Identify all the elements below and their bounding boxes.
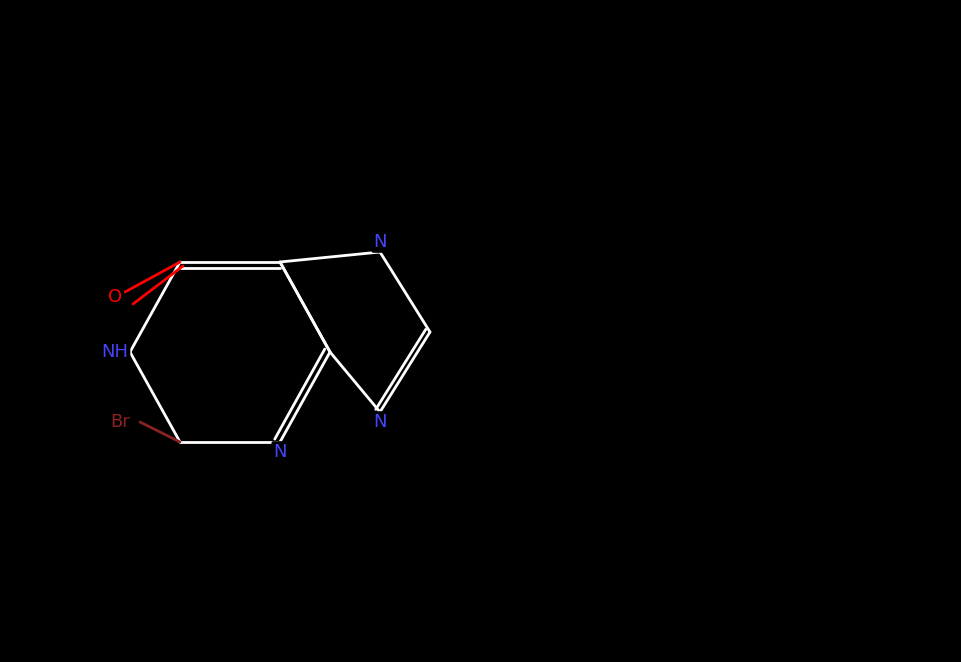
Text: N: N <box>373 413 386 431</box>
Text: N: N <box>273 443 286 461</box>
Text: N: N <box>373 233 386 251</box>
Text: NH: NH <box>102 343 129 361</box>
Text: O: O <box>108 288 122 306</box>
Text: Br: Br <box>111 413 130 431</box>
